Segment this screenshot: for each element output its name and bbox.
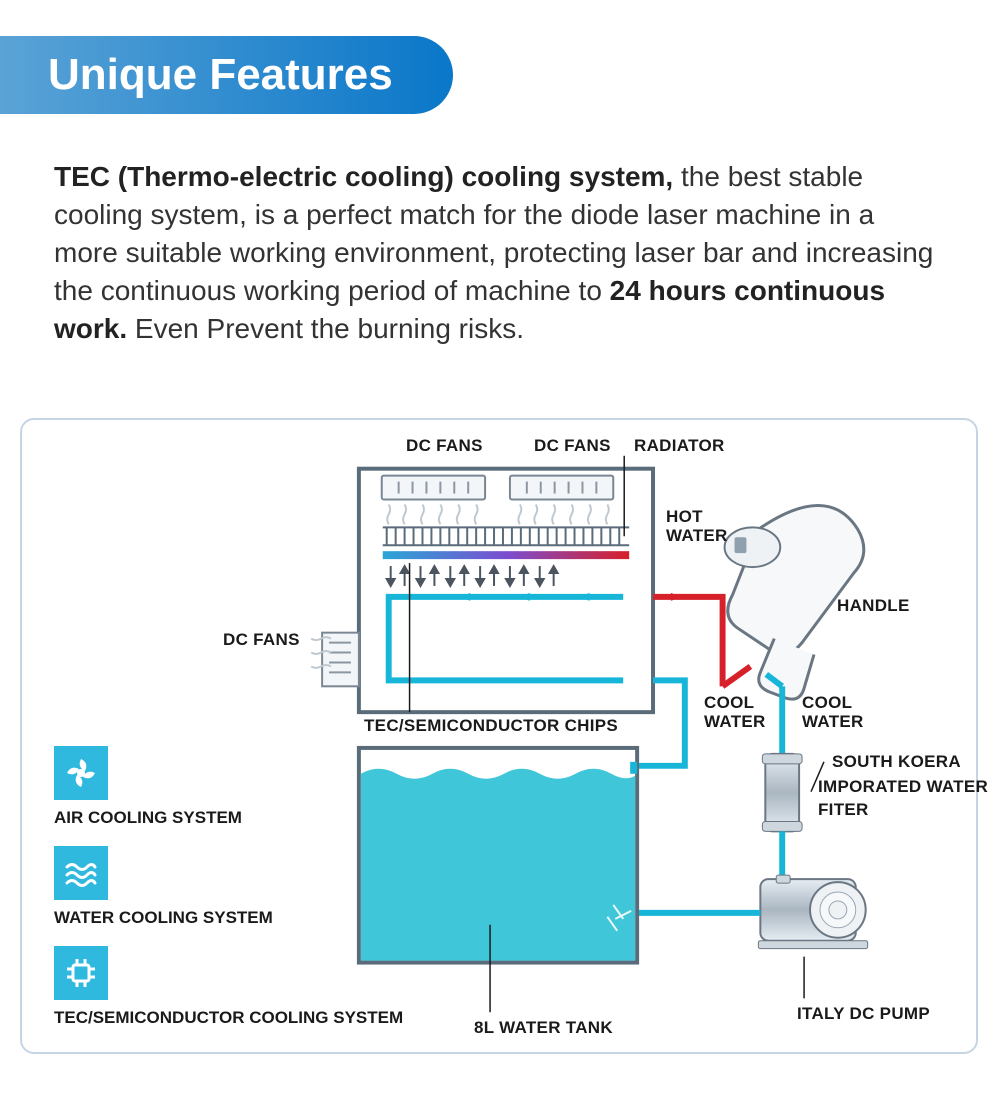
label-filter-2: IMPORATED WATER: [818, 777, 988, 797]
banner-title: Unique Features: [48, 50, 393, 100]
label-cool-water-2: COOL WATER: [802, 694, 864, 731]
label-tank: 8L WATER TANK: [474, 1018, 613, 1038]
fan-icon: [54, 746, 108, 800]
cooling-system-diagram: DC FANS DC FANS RADIATOR HOT WATER HANDL…: [20, 418, 978, 1054]
desc-text-2: Even Prevent the burning risks.: [127, 313, 524, 344]
legend-water-label: WATER COOLING SYSTEM: [54, 908, 273, 928]
unique-features-banner: Unique Features: [0, 36, 453, 114]
legend-air: AIR COOLING SYSTEM: [54, 746, 242, 828]
description-paragraph: TEC (Thermo-electric cooling) cooling sy…: [54, 158, 944, 348]
label-dc-fans-1: DC FANS: [406, 436, 483, 456]
desc-bold-1: TEC (Thermo-electric cooling) cooling sy…: [54, 161, 673, 192]
label-handle: HANDLE: [837, 596, 910, 616]
chip-icon: [54, 946, 108, 1000]
label-dc-fans-3: DC FANS: [223, 630, 300, 650]
label-radiator: RADIATOR: [634, 436, 725, 456]
label-cool-water-1: COOL WATER: [704, 694, 766, 731]
waves-icon: [54, 846, 108, 900]
water-filter: [762, 754, 802, 832]
dc-pump: [758, 875, 867, 949]
legend-water: WATER COOLING SYSTEM: [54, 846, 273, 928]
legend-tec-label: TEC/SEMICONDUCTOR COOLING SYSTEM: [54, 1008, 403, 1028]
label-tec-chips: TEC/SEMICONDUCTOR CHIPS: [364, 716, 618, 736]
label-filter-1: SOUTH KOERA: [832, 752, 961, 772]
water-tank: [359, 748, 637, 963]
enclosure-upper: [311, 469, 653, 712]
label-hot-water: HOT WATER: [666, 508, 728, 545]
label-dc-fans-2: DC FANS: [534, 436, 611, 456]
legend-tec: TEC/SEMICONDUCTOR COOLING SYSTEM: [54, 946, 403, 1028]
label-pump: ITALY DC PUMP: [797, 1004, 930, 1024]
legend-air-label: AIR COOLING SYSTEM: [54, 808, 242, 828]
label-filter-3: FITER: [818, 800, 869, 820]
